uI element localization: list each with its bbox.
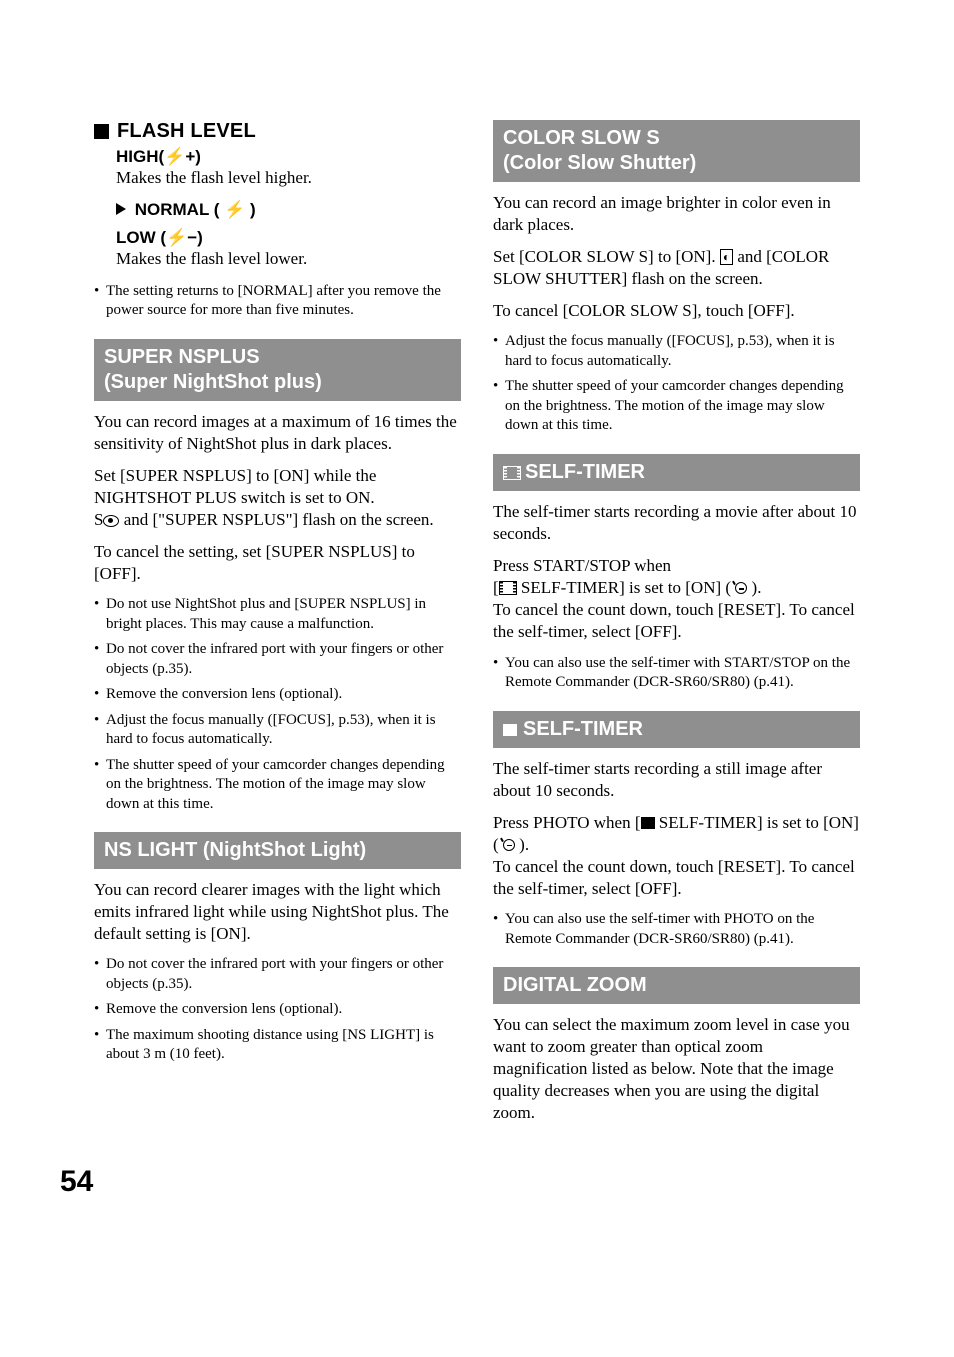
flash-plus-icon: ⚡+ — [164, 147, 195, 166]
ns-light-heading: NS LIGHT (NightShot Light) — [94, 832, 461, 869]
flash-minus-icon: ⚡− — [166, 228, 197, 247]
flash-high-body: Makes the flash level higher. — [116, 167, 461, 188]
page-columns: FLASH LEVEL HIGH(⚡+) Makes the flash lev… — [0, 120, 954, 1135]
ns-light-p1: You can record clearer images with the l… — [94, 879, 461, 945]
photo-selftimer-notes: You can also use the self-timer with PHO… — [493, 910, 860, 949]
color-slow-heading: COLOR SLOW S (Color Slow Shutter) — [493, 120, 860, 182]
ns-light-notes: Do not cover the infrared port with your… — [94, 955, 461, 1065]
movie-selftimer-notes: You can also use the self-timer with STA… — [493, 654, 860, 693]
square-marker-icon — [94, 124, 109, 139]
photo-selftimer-p2: Press PHOTO when [ SELF-TIMER] is set to… — [493, 812, 860, 900]
list-item: Do not cover the infrared port with your… — [94, 640, 461, 679]
digital-zoom-p1: You can select the maximum zoom level in… — [493, 1014, 860, 1124]
flash-level-notes: The setting returns to [NORMAL] after yo… — [94, 282, 461, 321]
list-item: The shutter speed of your camcorder chan… — [94, 756, 461, 815]
photo-selftimer-heading: SELF-TIMER — [493, 711, 860, 748]
list-item: Adjust the focus manually ([FOCUS], p.53… — [493, 332, 860, 371]
list-item: The shutter speed of your camcorder chan… — [493, 377, 860, 436]
filmstrip-icon — [503, 466, 521, 480]
super-nsplus-heading: SUPER NSPLUS (Super NightShot plus) — [94, 339, 461, 401]
super-nsplus-p3: To cancel the setting, set [SUPER NSPLUS… — [94, 541, 461, 585]
timer-icon — [503, 839, 515, 851]
super-nsplus-p2: Set [SUPER NSPLUS] to [ON] while the NIG… — [94, 465, 461, 531]
flash-low-body: Makes the flash level lower. — [116, 248, 461, 269]
flash-high-label: HIGH(⚡+) — [116, 147, 461, 167]
filmstrip-icon — [499, 581, 517, 595]
color-slow-p1: You can record an image brighter in colo… — [493, 192, 860, 236]
list-item: Do not cover the infrared port with your… — [94, 955, 461, 994]
list-item: The setting returns to [NORMAL] after yo… — [94, 282, 461, 321]
list-item: Remove the conversion lens (optional). — [94, 1000, 461, 1020]
timer-icon — [735, 582, 747, 594]
left-column: FLASH LEVEL HIGH(⚡+) Makes the flash lev… — [94, 120, 461, 1135]
flash-icon: ⚡ — [224, 200, 245, 219]
color-slow-icon: ◐ — [720, 249, 733, 265]
nightshot-eye-icon — [103, 515, 119, 527]
flash-normal-label: NORMAL ( ⚡ ) — [116, 200, 461, 220]
list-item: You can also use the self-timer with STA… — [493, 654, 860, 693]
movie-selftimer-p1: The self-timer starts recording a movie … — [493, 501, 860, 545]
flash-low-label: LOW (⚡−) — [116, 228, 461, 248]
color-slow-notes: Adjust the focus manually ([FOCUS], p.53… — [493, 332, 860, 436]
photo-square-icon — [503, 724, 517, 736]
movie-selftimer-p2: Press START/STOP when [ SELF-TIMER] is s… — [493, 555, 860, 643]
super-nsplus-p1: You can record images at a maximum of 16… — [94, 411, 461, 455]
list-item: The maximum shooting distance using [NS … — [94, 1026, 461, 1065]
color-slow-p2: Set [COLOR SLOW S] to [ON]. ◐ and [COLOR… — [493, 246, 860, 290]
page-number: 54 — [0, 1135, 954, 1199]
flash-level-heading: FLASH LEVEL — [94, 120, 461, 143]
list-item: You can also use the self-timer with PHO… — [493, 910, 860, 949]
list-item: Remove the conversion lens (optional). — [94, 685, 461, 705]
movie-selftimer-heading: SELF-TIMER — [493, 454, 860, 491]
photo-square-icon — [641, 817, 655, 829]
digital-zoom-heading: DIGITAL ZOOM — [493, 967, 860, 1004]
photo-selftimer-p1: The self-timer starts recording a still … — [493, 758, 860, 802]
color-slow-p3: To cancel [COLOR SLOW S], touch [OFF]. — [493, 300, 860, 322]
super-nsplus-notes: Do not use NightShot plus and [SUPER NSP… — [94, 595, 461, 814]
right-column: COLOR SLOW S (Color Slow Shutter) You ca… — [493, 120, 860, 1135]
flash-level-title: FLASH LEVEL — [117, 120, 256, 143]
list-item: Adjust the focus manually ([FOCUS], p.53… — [94, 711, 461, 750]
list-item: Do not use NightShot plus and [SUPER NSP… — [94, 595, 461, 634]
